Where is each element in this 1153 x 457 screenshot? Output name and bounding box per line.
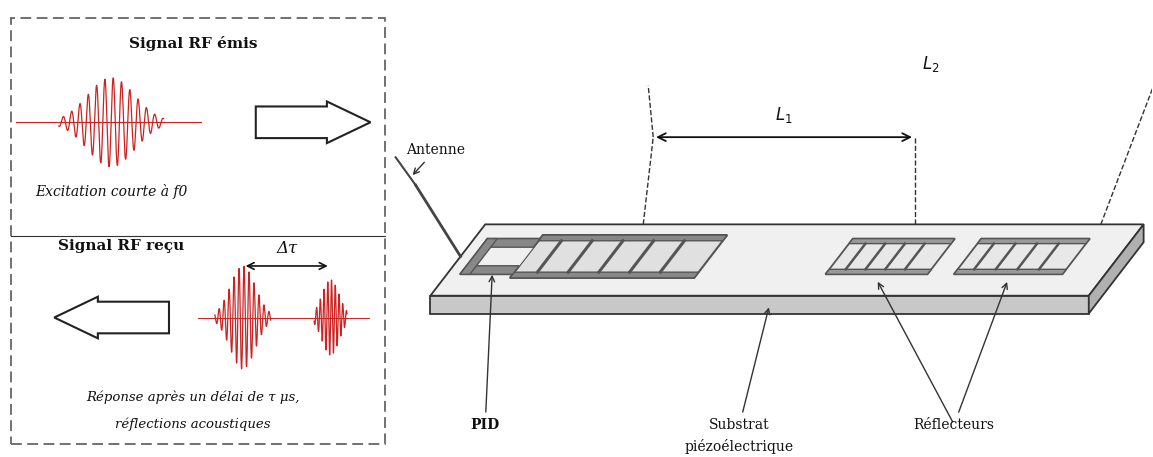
Text: Réflecteurs: Réflecteurs (913, 283, 1008, 431)
Text: Excitation courte à f0: Excitation courte à f0 (35, 184, 187, 199)
Polygon shape (54, 297, 169, 338)
Text: Antenne: Antenne (406, 143, 465, 174)
Text: réflections acoustiques: réflections acoustiques (115, 418, 271, 431)
Polygon shape (430, 224, 1144, 296)
Polygon shape (256, 101, 370, 143)
Polygon shape (510, 272, 699, 278)
Text: piézoélectrique: piézoélectrique (685, 439, 794, 454)
Polygon shape (460, 239, 540, 274)
Polygon shape (954, 239, 1090, 274)
Polygon shape (460, 266, 519, 274)
Polygon shape (826, 269, 932, 274)
Polygon shape (1088, 224, 1144, 314)
Polygon shape (849, 239, 955, 244)
Text: Signal RF émis: Signal RF émis (129, 36, 257, 51)
Bar (12, 18, 385, 444)
Text: $L_2$: $L_2$ (922, 54, 940, 74)
Polygon shape (954, 269, 1067, 274)
Text: Δτ: Δτ (276, 239, 297, 256)
Polygon shape (538, 235, 728, 241)
Polygon shape (826, 239, 955, 274)
Polygon shape (978, 239, 1090, 244)
Text: Signal RF reçu: Signal RF reçu (58, 239, 184, 253)
Text: Réponse après un délai de τ μs,: Réponse après un délai de τ μs, (86, 390, 300, 404)
Polygon shape (510, 235, 728, 278)
Text: $L_1$: $L_1$ (775, 105, 793, 125)
Polygon shape (430, 296, 1088, 314)
Polygon shape (460, 239, 497, 274)
Text: Substrat: Substrat (709, 309, 770, 431)
Polygon shape (476, 247, 534, 266)
Polygon shape (481, 239, 540, 247)
Text: PID: PID (470, 276, 500, 431)
